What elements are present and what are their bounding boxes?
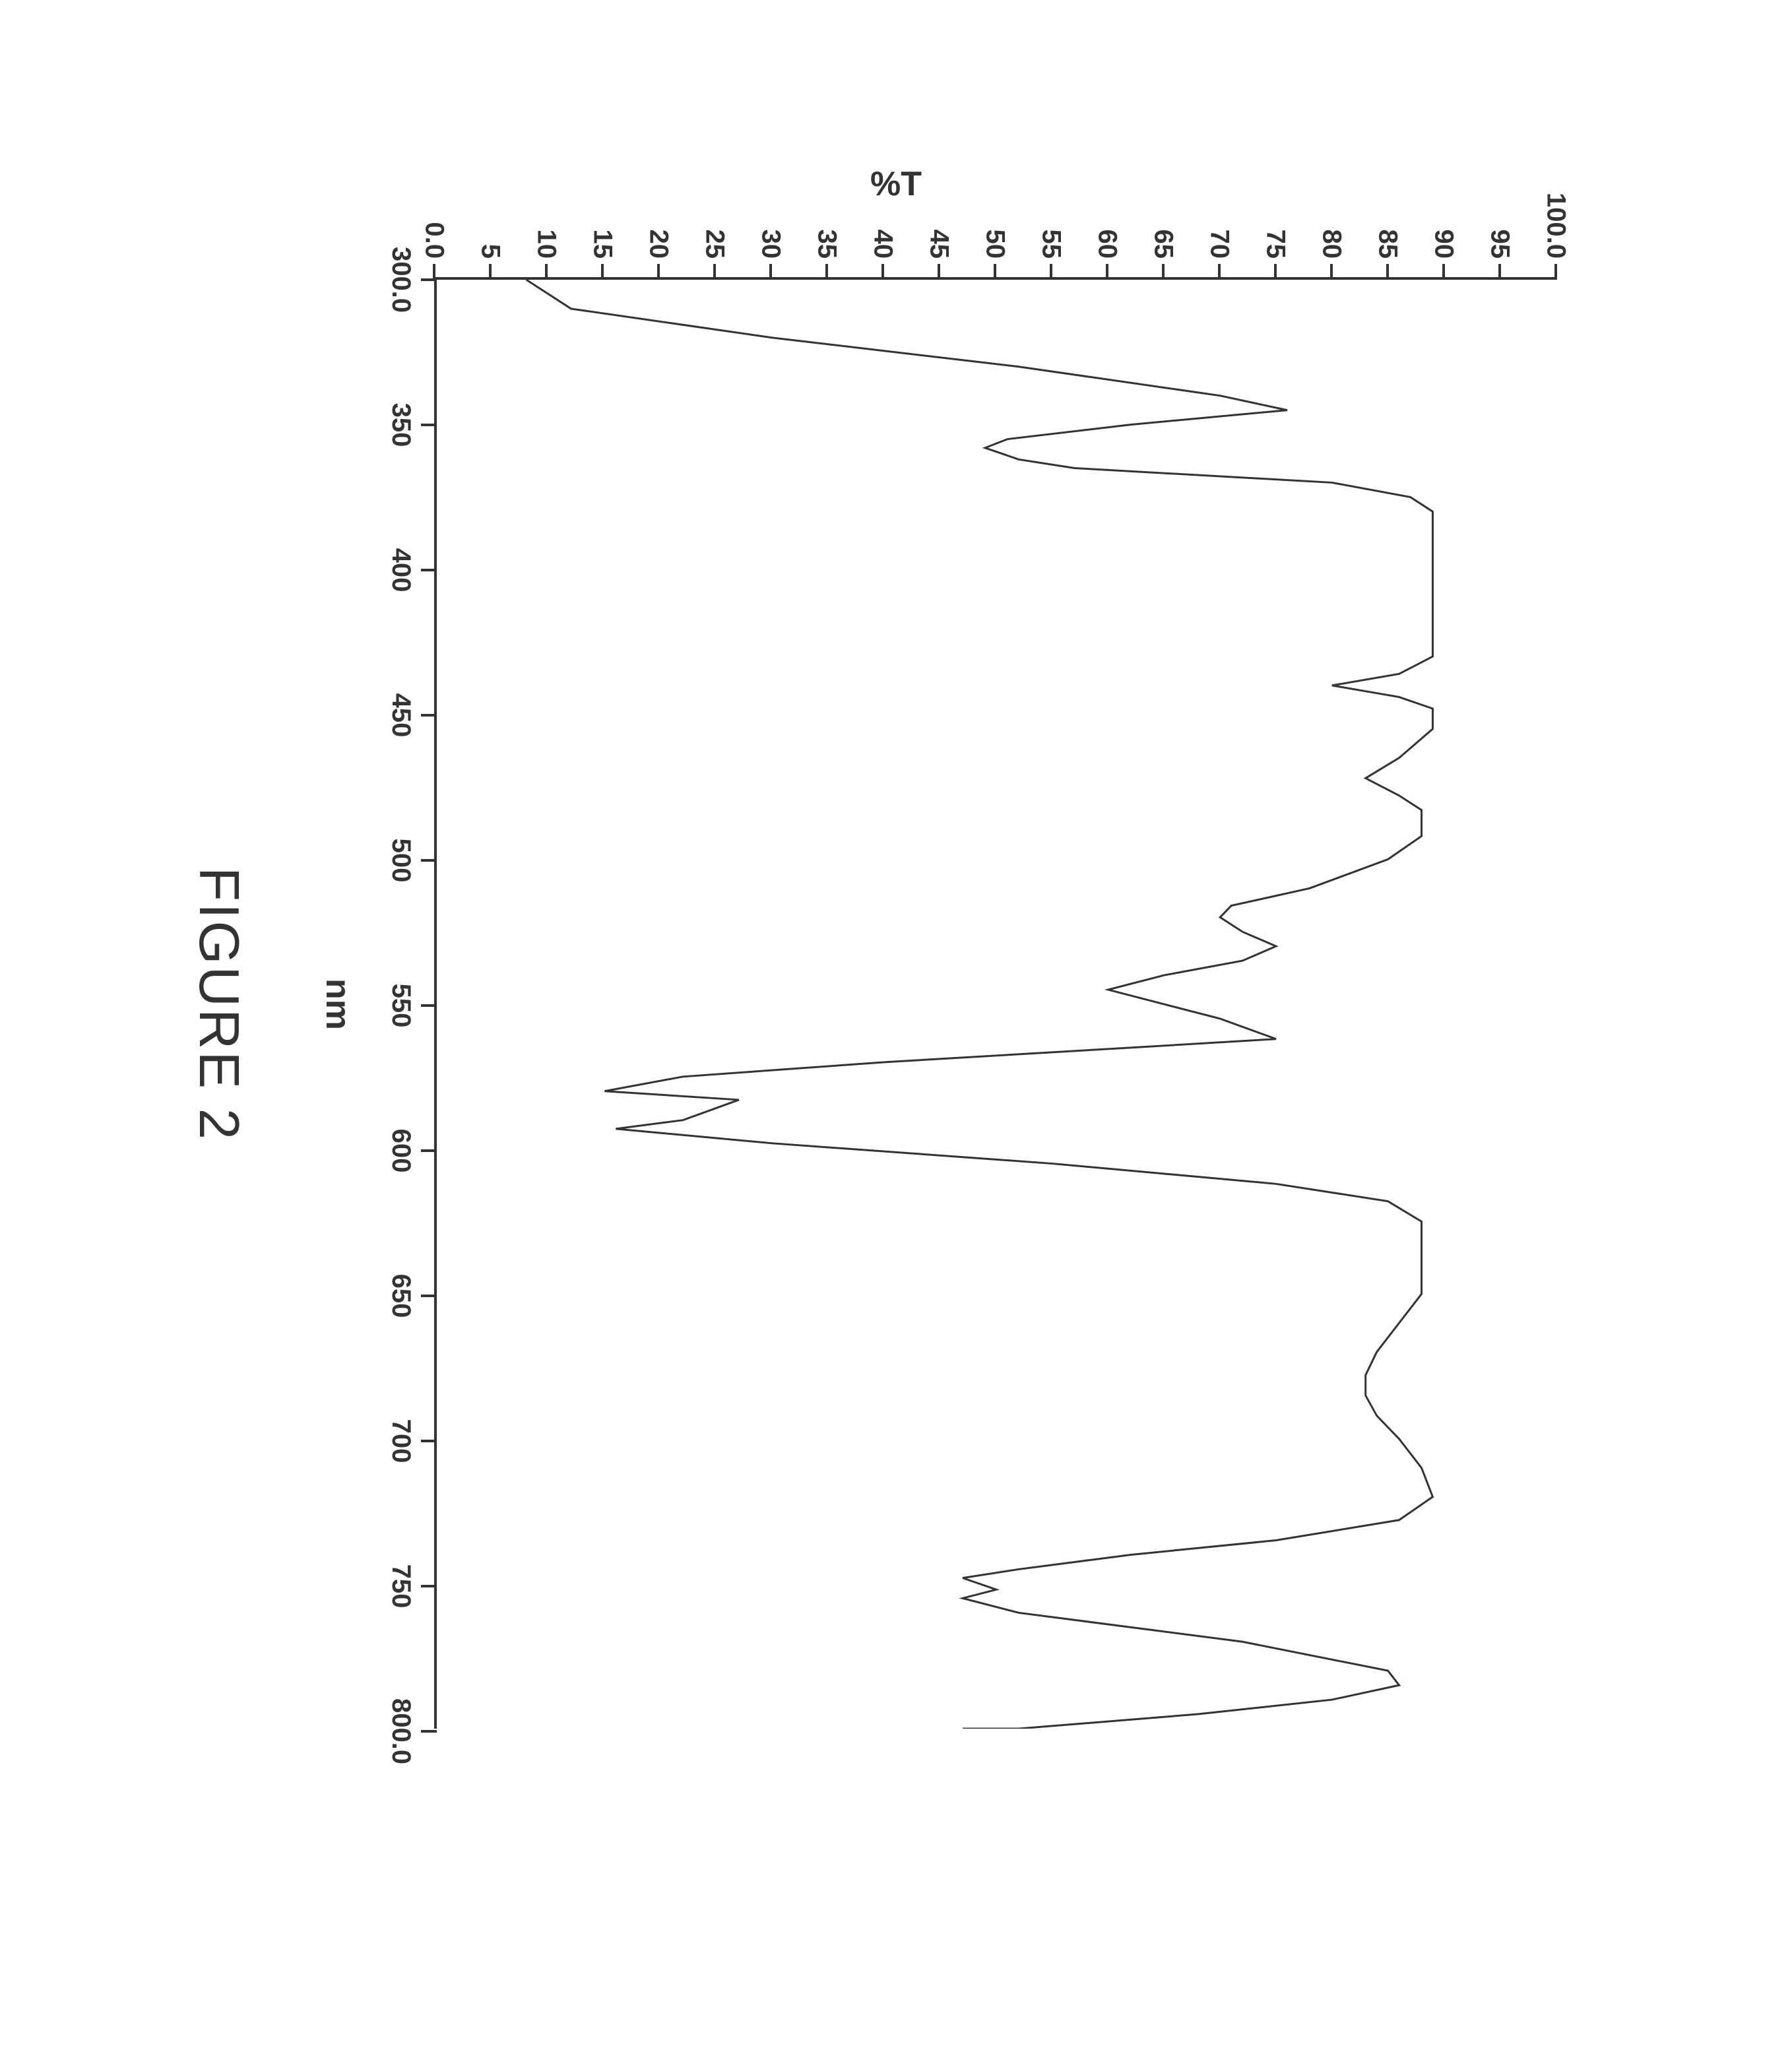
x-tick-label: 800.0	[386, 1698, 416, 1764]
y-tick	[1330, 264, 1333, 280]
y-tick-label: 15	[588, 229, 618, 259]
x-tick	[421, 1730, 437, 1733]
y-tick-label: 25	[700, 229, 730, 259]
y-tick	[657, 264, 660, 280]
y-tick	[1218, 264, 1221, 280]
y-tick	[1442, 264, 1445, 280]
y-tick-label: 30	[756, 229, 786, 259]
y-tick-label: 55	[1037, 229, 1066, 259]
y-tick-label: 45	[924, 229, 954, 259]
x-tick	[421, 714, 437, 717]
x-tick-label: 750	[386, 1564, 416, 1609]
y-axis-label: %T	[870, 164, 922, 204]
y-tick	[881, 264, 884, 280]
y-tick	[1554, 264, 1557, 280]
x-tick	[421, 1295, 437, 1297]
x-tick	[421, 569, 437, 571]
y-tick-label: 40	[868, 229, 898, 259]
x-tick	[421, 424, 437, 426]
figure-label: FIGURE 2	[186, 867, 251, 1141]
y-tick-label: 60	[1093, 229, 1122, 259]
y-tick	[769, 264, 772, 280]
y-tick	[938, 264, 940, 280]
chart-container: %T nm FIGURE 2 0.05101520253035404550556…	[170, 92, 1622, 1874]
y-tick	[1274, 264, 1277, 280]
x-tick	[421, 1440, 437, 1442]
y-tick-label: 20	[644, 229, 674, 259]
y-tick	[1106, 264, 1108, 280]
y-tick-label: 70	[1205, 229, 1234, 259]
x-tick-label: 300.0	[386, 247, 416, 313]
x-tick	[421, 278, 437, 281]
x-tick	[421, 1004, 437, 1007]
y-tick	[433, 264, 435, 280]
y-tick-label: 100.0	[1541, 193, 1571, 259]
y-tick-label: 0.0	[420, 222, 449, 259]
spectrum-path	[437, 280, 1556, 1729]
x-tick	[421, 859, 437, 862]
x-tick-label: 550	[386, 984, 416, 1028]
y-tick	[1498, 264, 1501, 280]
x-tick	[421, 1585, 437, 1587]
y-tick	[825, 264, 828, 280]
y-tick-label: 90	[1429, 229, 1459, 259]
x-tick	[421, 1149, 437, 1152]
x-tick-label: 650	[386, 1274, 416, 1318]
y-tick-label: 65	[1149, 229, 1178, 259]
x-tick-label: 400	[386, 548, 416, 592]
x-tick-label: 350	[386, 403, 416, 447]
y-tick	[1050, 264, 1052, 280]
y-tick-label: 80	[1317, 229, 1347, 259]
y-tick	[1386, 264, 1389, 280]
y-tick-label: 75	[1261, 229, 1291, 259]
y-tick-label: 5	[476, 244, 505, 259]
x-tick-label: 600	[386, 1129, 416, 1173]
y-tick-label: 50	[980, 229, 1010, 259]
x-axis-label: nm	[318, 978, 358, 1030]
y-tick-label: 85	[1373, 229, 1403, 259]
x-tick-label: 500	[386, 839, 416, 883]
y-tick	[489, 264, 492, 280]
y-tick	[1162, 264, 1165, 280]
y-tick	[601, 264, 604, 280]
y-tick	[545, 264, 548, 280]
y-tick	[713, 264, 716, 280]
y-tick-label: 95	[1485, 229, 1515, 259]
y-tick-label: 35	[812, 229, 842, 259]
x-tick-label: 450	[386, 693, 416, 738]
y-tick-label: 10	[532, 229, 561, 259]
x-tick-label: 700	[386, 1419, 416, 1463]
plot-area: nm FIGURE 2 0.05101520253035404550556065…	[434, 277, 1556, 1729]
y-tick	[994, 264, 996, 280]
